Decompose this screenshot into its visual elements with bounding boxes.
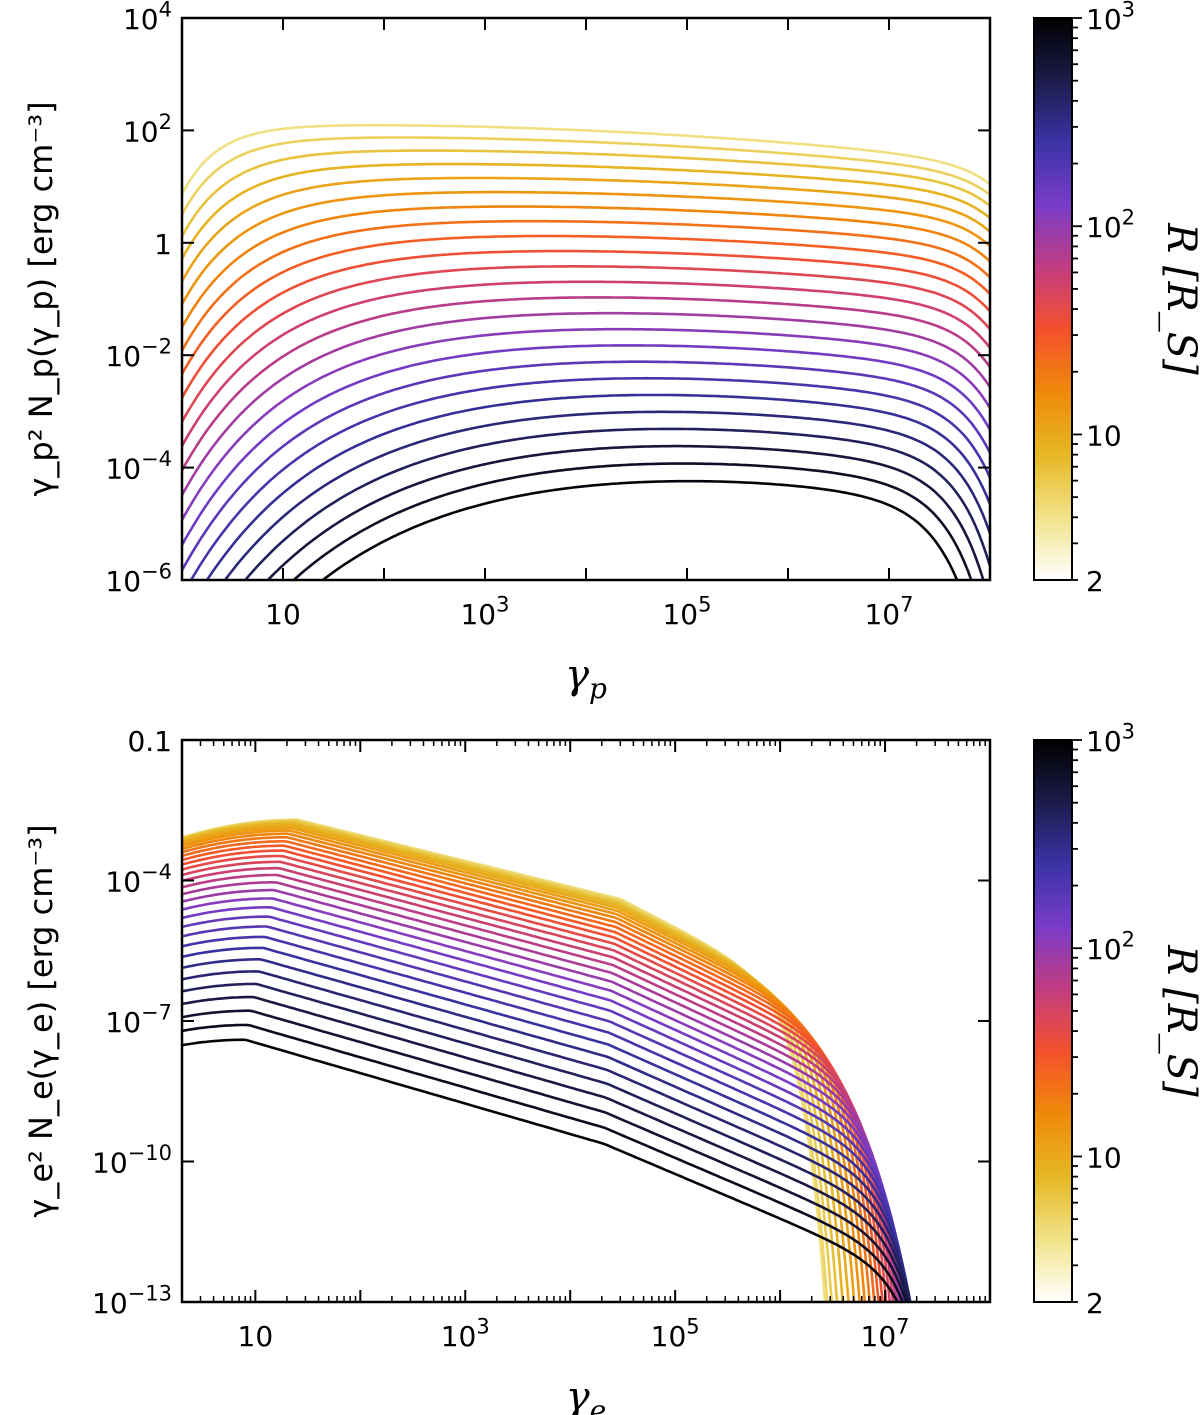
series-line xyxy=(182,136,990,216)
series-line xyxy=(243,427,990,580)
series-line xyxy=(182,219,990,352)
series-line xyxy=(182,1038,899,1302)
x-axis-label: γp xyxy=(565,652,607,705)
series-line xyxy=(182,1023,905,1302)
y-tick-label: 1 xyxy=(154,228,172,261)
series-line xyxy=(182,819,834,1302)
series-line xyxy=(182,832,867,1302)
y-tick-label: 10−7 xyxy=(105,1000,172,1039)
series-line xyxy=(182,149,990,238)
series-line xyxy=(182,860,892,1302)
series-line xyxy=(182,360,990,572)
series-line xyxy=(266,444,985,580)
x-tick-label: 105 xyxy=(651,1314,700,1353)
series-line xyxy=(182,897,905,1302)
y-axis-label: γ_p² N_p(γ_p) [erg cm⁻³] xyxy=(22,101,60,496)
y-axis-label: γ_e² N_e(γ_e) [erg cm⁻³] xyxy=(22,824,60,1217)
series-line xyxy=(182,906,907,1302)
colorbar-tick-label: 103 xyxy=(1086,0,1135,36)
x-axis-label: γe xyxy=(566,1374,606,1415)
series-line xyxy=(205,393,990,580)
series-line xyxy=(182,344,990,546)
series-line xyxy=(182,265,990,423)
y-tick-label: 10−6 xyxy=(105,559,172,598)
panel-bottom: 10 103 105 107 10−13 10−10 10−7 10−4 0.1 γe γ_e² N… xyxy=(22,719,1200,1415)
y-tick-label: 102 xyxy=(123,110,172,149)
series-line xyxy=(182,873,898,1302)
series-line xyxy=(182,915,909,1302)
series-line xyxy=(182,824,850,1302)
series-line xyxy=(182,162,990,260)
series-line xyxy=(182,249,990,399)
colorbar-label: R [R_S] xyxy=(1158,944,1200,1097)
plot-frame xyxy=(180,16,992,582)
colorbar-tick-label: 103 xyxy=(1086,719,1135,758)
series-line xyxy=(182,1009,908,1302)
series-line xyxy=(182,829,861,1302)
x-tick-label: 103 xyxy=(441,1314,490,1353)
colorbar-tick-label: 102 xyxy=(1086,928,1135,967)
colorbar-tick-label: 102 xyxy=(1086,206,1135,245)
x-tick-label: 10 xyxy=(238,1320,274,1353)
series-line xyxy=(182,826,856,1302)
series-line xyxy=(182,935,911,1302)
y-tick-label: 104 xyxy=(123,0,172,36)
series-line xyxy=(182,995,910,1302)
series-line xyxy=(182,822,844,1302)
series-line xyxy=(320,479,959,580)
series-line xyxy=(182,234,990,375)
x-tick-label: 105 xyxy=(662,592,711,631)
series-line xyxy=(182,982,911,1302)
series-group xyxy=(182,818,912,1302)
y-tick-label: 10−10 xyxy=(92,1141,172,1180)
series-line xyxy=(182,844,880,1302)
x-tick-label: 107 xyxy=(861,1314,910,1353)
colorbar xyxy=(1033,17,1073,581)
y-tick-label: 0.1 xyxy=(127,725,172,758)
series-line xyxy=(182,840,876,1302)
x-tick-label: 103 xyxy=(460,592,509,631)
series-line xyxy=(182,327,990,521)
colorbar xyxy=(1033,739,1073,1303)
colorbar-label: R [R_S] xyxy=(1158,222,1200,375)
series-line xyxy=(291,462,973,580)
series-line xyxy=(182,190,990,305)
x-tick-label: 107 xyxy=(864,592,913,631)
series-line xyxy=(182,123,990,195)
series-line xyxy=(182,176,990,283)
colorbar-tick-label: 2 xyxy=(1086,565,1104,598)
series-line xyxy=(182,970,912,1302)
y-tick-label: 10−4 xyxy=(105,860,172,899)
series-line xyxy=(182,888,903,1302)
series-line xyxy=(182,925,910,1302)
series-line xyxy=(182,820,839,1302)
x-tick-label: 10 xyxy=(265,598,301,631)
colorbar-tick-label: 2 xyxy=(1086,1287,1104,1320)
series-line xyxy=(182,881,900,1302)
series-line xyxy=(182,946,912,1302)
y-tick-label: 10−13 xyxy=(92,1281,172,1320)
series-line xyxy=(182,866,895,1302)
series-line xyxy=(189,376,990,580)
series-group xyxy=(182,123,990,580)
y-tick-label: 10−4 xyxy=(105,447,172,486)
series-line xyxy=(182,311,990,496)
y-tick-label: 10−2 xyxy=(105,335,172,374)
series-line xyxy=(223,410,990,580)
series-line xyxy=(182,958,912,1302)
colorbar-tick-label: 10 xyxy=(1086,419,1122,452)
series-line xyxy=(182,296,990,472)
colorbar-tick-label: 10 xyxy=(1086,1141,1122,1174)
series-line xyxy=(182,280,990,447)
series-line xyxy=(182,205,990,328)
